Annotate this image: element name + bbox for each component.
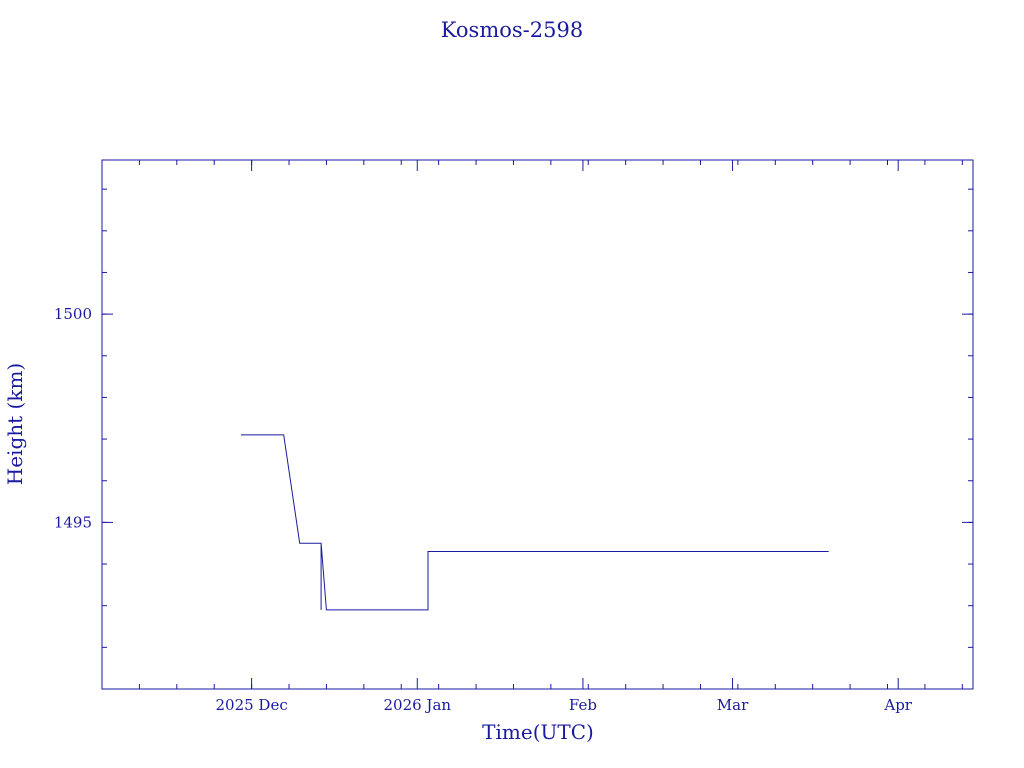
y-axis-label: Height (km) [3,363,27,485]
x-tick-label: Apr [883,696,912,714]
x-tick-label: 2026 Jan [383,696,451,714]
y-minor-ticks [102,188,973,690]
plot-frame [101,159,974,690]
series-line [240,434,829,611]
y-tick-label: 1500 [54,305,92,323]
x-axis-ticks: 2025 Dec 2026 Jan Feb Mar Apr [215,160,913,714]
y-axis-ticks: 1495 1500 [54,305,973,531]
series-group [240,434,829,611]
x-tick-label: 2025 Dec [215,696,287,714]
x-minor-ticks [101,160,963,689]
x-axis-label: Time(UTC) [482,720,594,744]
y-tick-label: 1495 [54,513,92,531]
chart-title: Kosmos-2598 [441,18,583,42]
x-tick-label: Mar [717,696,749,714]
x-tick-label: Feb [569,696,597,714]
